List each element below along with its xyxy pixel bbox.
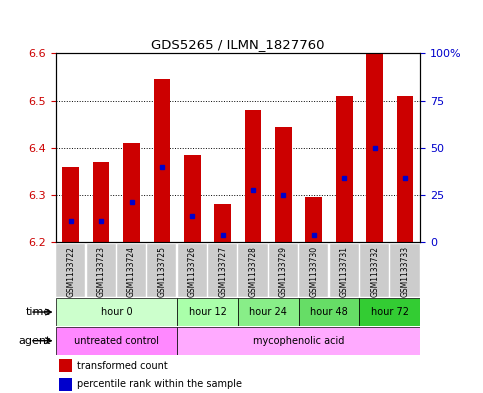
- Bar: [147, 244, 176, 297]
- Bar: [208, 244, 237, 297]
- Bar: [239, 244, 268, 297]
- Text: hour 72: hour 72: [371, 307, 409, 317]
- Text: GSM1133728: GSM1133728: [249, 246, 257, 297]
- Text: GSM1133729: GSM1133729: [279, 246, 288, 297]
- Bar: [269, 244, 298, 297]
- Text: hour 0: hour 0: [100, 307, 132, 317]
- Text: GSM1133724: GSM1133724: [127, 246, 136, 297]
- Bar: [298, 298, 359, 326]
- Text: GSM1133727: GSM1133727: [218, 246, 227, 297]
- Bar: [397, 96, 413, 242]
- Text: percentile rank within the sample: percentile rank within the sample: [77, 379, 242, 389]
- Text: GSM1133730: GSM1133730: [309, 246, 318, 297]
- Bar: [299, 244, 328, 297]
- Bar: [275, 127, 292, 242]
- Bar: [360, 244, 389, 297]
- Bar: [86, 244, 116, 297]
- Text: GSM1133726: GSM1133726: [188, 246, 197, 297]
- Bar: [154, 79, 170, 242]
- Text: mycophenolic acid: mycophenolic acid: [253, 336, 344, 346]
- Bar: [59, 359, 72, 373]
- Text: GSM1133733: GSM1133733: [400, 246, 410, 297]
- Text: transformed count: transformed count: [77, 361, 168, 371]
- Text: hour 12: hour 12: [188, 307, 227, 317]
- Bar: [56, 244, 85, 297]
- Text: GSM1133723: GSM1133723: [97, 246, 106, 297]
- Bar: [238, 298, 298, 326]
- Bar: [93, 162, 110, 242]
- Bar: [390, 244, 420, 297]
- Bar: [177, 298, 238, 326]
- Bar: [366, 53, 383, 242]
- Bar: [178, 244, 207, 297]
- Bar: [177, 327, 420, 355]
- Text: hour 48: hour 48: [310, 307, 348, 317]
- Bar: [245, 110, 261, 242]
- Bar: [62, 167, 79, 242]
- Bar: [56, 298, 177, 326]
- Text: GSM1133722: GSM1133722: [66, 246, 75, 297]
- Text: untreated control: untreated control: [74, 336, 159, 346]
- Text: time: time: [26, 307, 51, 317]
- Text: GSM1133725: GSM1133725: [157, 246, 167, 297]
- Text: GSM1133732: GSM1133732: [370, 246, 379, 297]
- Title: GDS5265 / ILMN_1827760: GDS5265 / ILMN_1827760: [151, 38, 325, 51]
- Bar: [305, 197, 322, 242]
- Text: hour 24: hour 24: [249, 307, 287, 317]
- Bar: [56, 327, 177, 355]
- Bar: [123, 143, 140, 242]
- Text: agent: agent: [18, 336, 51, 346]
- Bar: [184, 155, 200, 242]
- Bar: [336, 96, 353, 242]
- Bar: [214, 204, 231, 242]
- Bar: [359, 298, 420, 326]
- Bar: [59, 378, 72, 391]
- Bar: [330, 244, 359, 297]
- Text: GSM1133731: GSM1133731: [340, 246, 349, 297]
- Bar: [117, 244, 146, 297]
